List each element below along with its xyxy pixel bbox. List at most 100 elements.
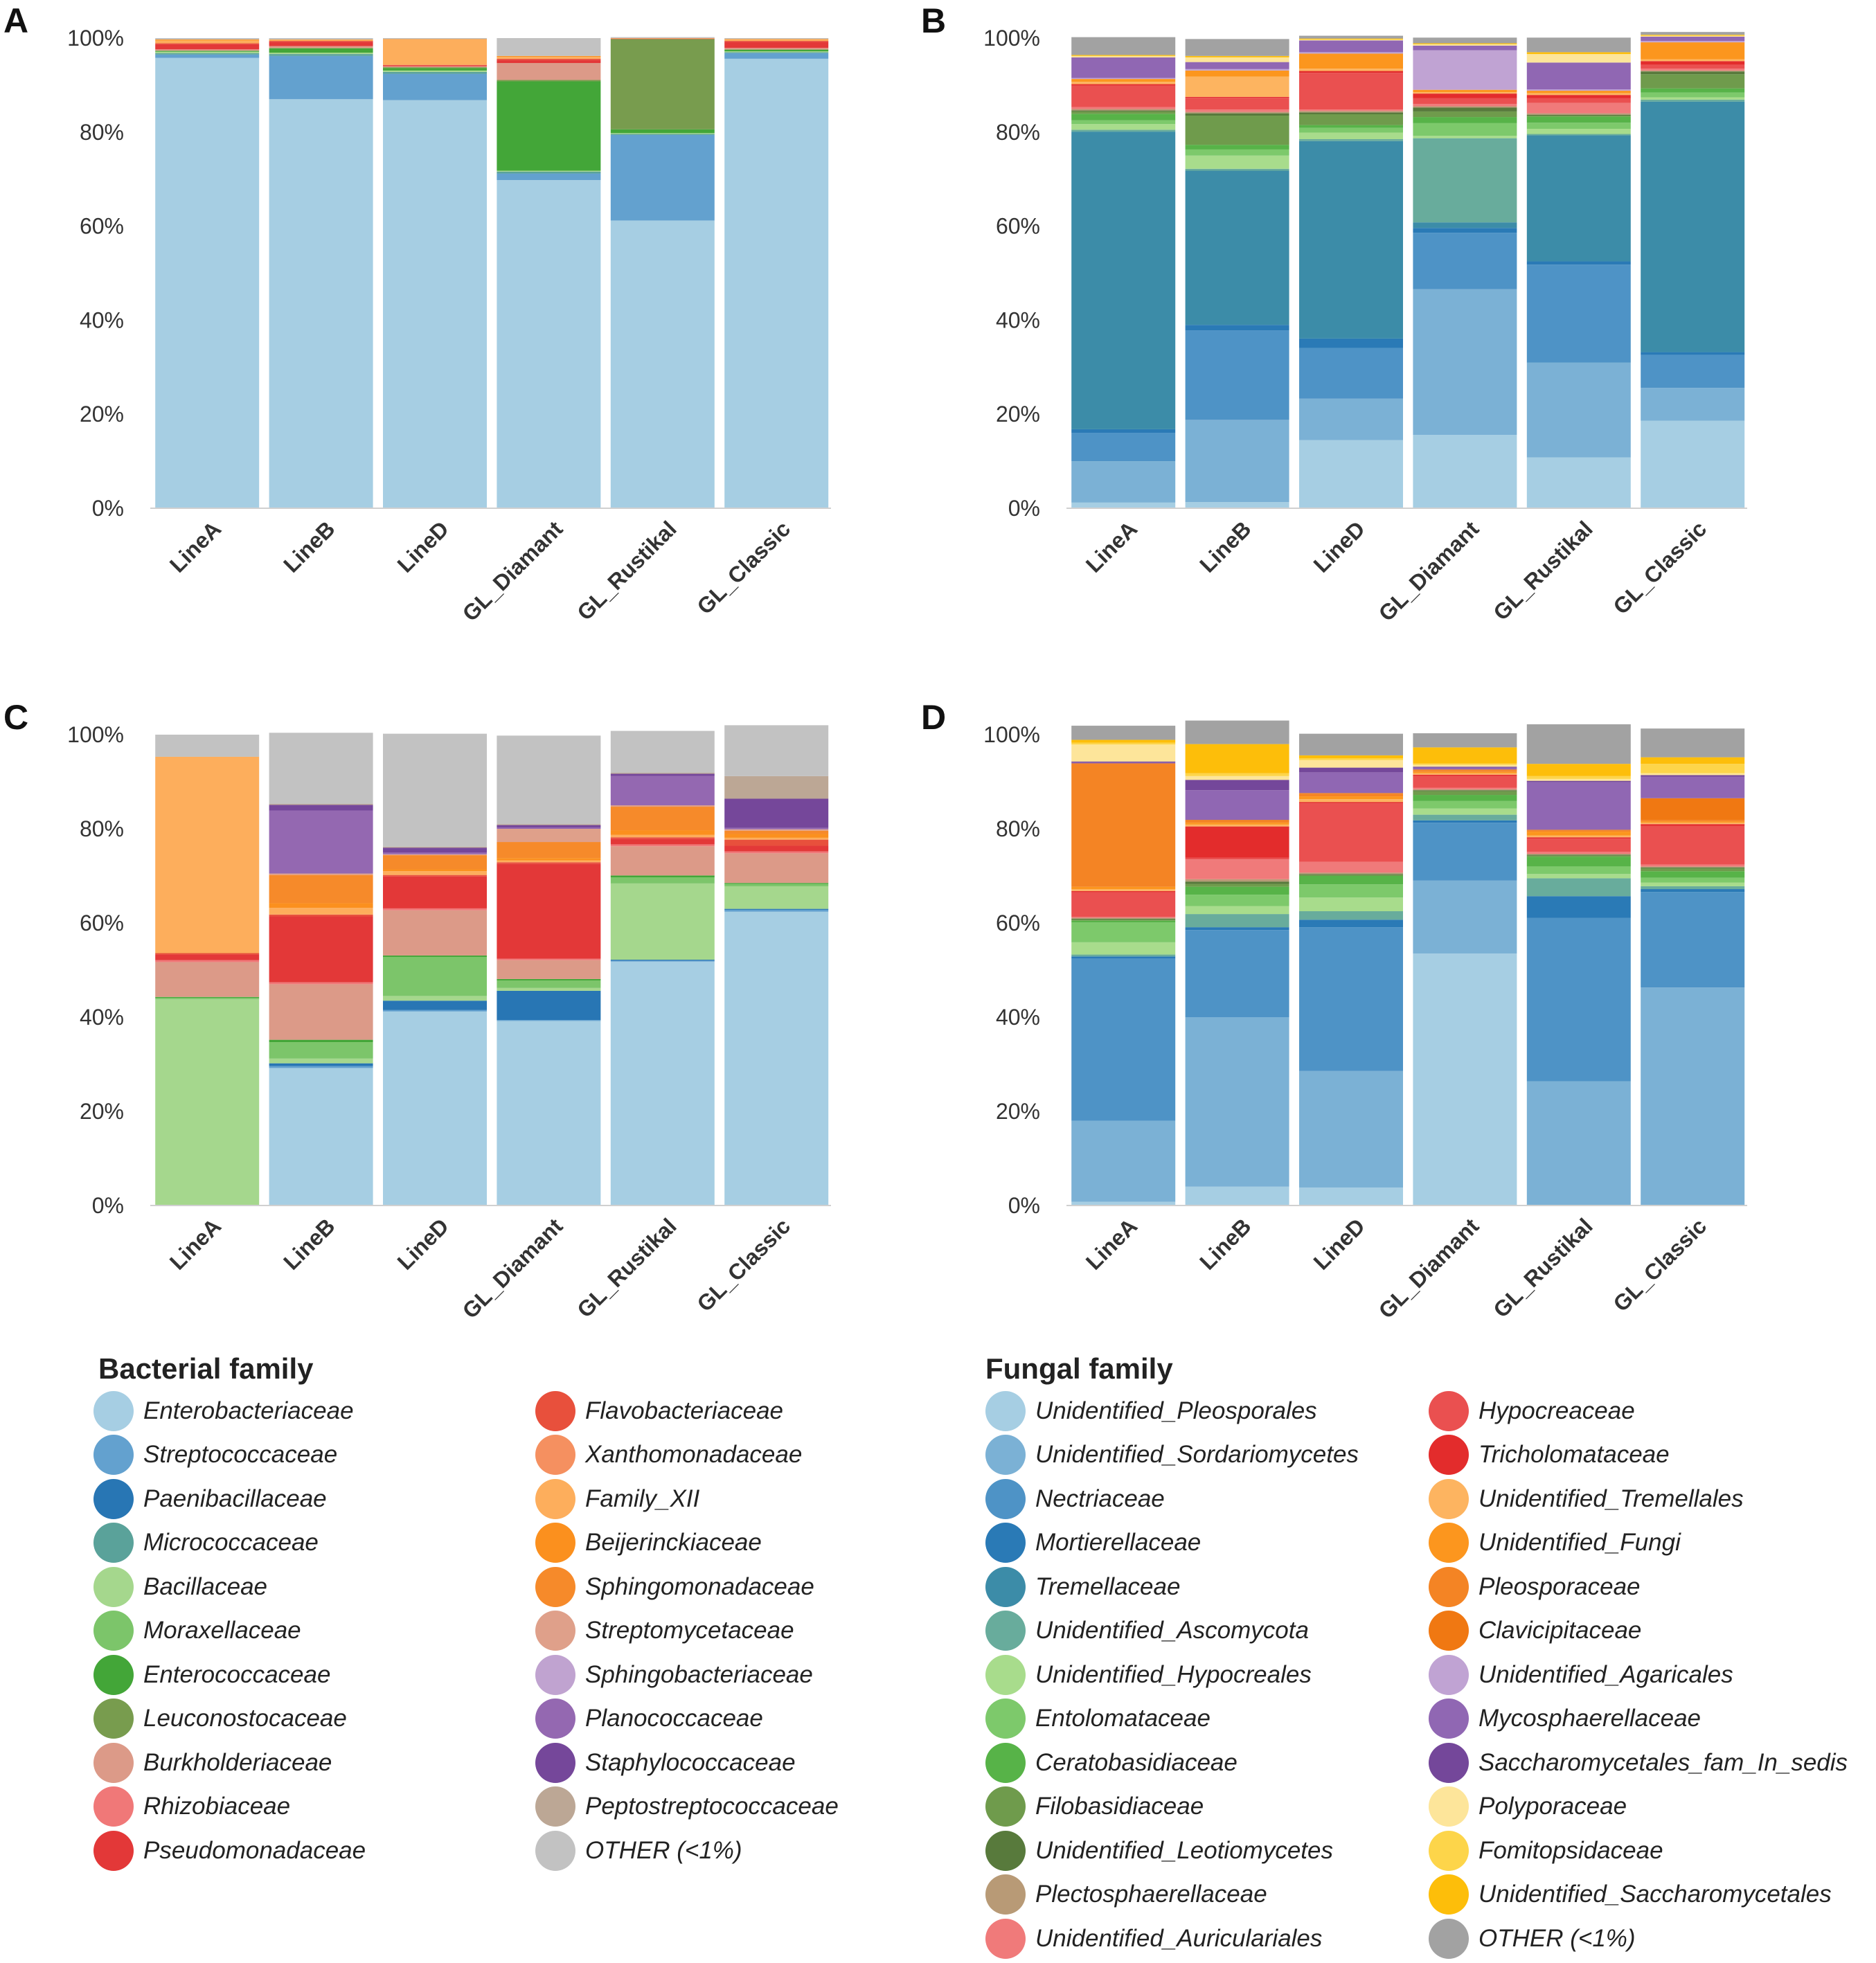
- bar-segment-burkholderiaceae: [497, 960, 601, 979]
- bar-segment-unidentified-auriculariales: [1185, 109, 1289, 112]
- legend-swatch: [1429, 1611, 1469, 1651]
- bar-segment-mortierellaceae: [1526, 261, 1631, 265]
- bar-segment-unidentified-hypocreales: [1071, 942, 1176, 955]
- bar-segment-bacillaceae: [497, 170, 601, 172]
- bar-segment-unidentified-agaricales: [1071, 78, 1176, 80]
- bar-segment-unidentified-ascomycota: [1071, 129, 1176, 132]
- legend-swatch: [985, 1611, 1026, 1651]
- bar-segment-streptomycetaceae: [269, 873, 373, 875]
- legend-item-family-xii: Family_XII: [535, 1477, 839, 1521]
- bar-segment-hypocreaceae: [1299, 73, 1403, 110]
- bar-segment-plectosphaerellaceae: [1299, 872, 1403, 875]
- bar-segment-nectriaceae: [1641, 355, 1745, 388]
- bar-segment-bacillaceae: [155, 999, 260, 1205]
- bar-segment-unidentified-hypocreales: [1299, 897, 1403, 911]
- bar-segment-tricholomataceae: [1413, 93, 1517, 98]
- bar-segment-polyporaceae: [1641, 773, 1745, 776]
- x-tick-label: GL_Classic: [1608, 1213, 1711, 1316]
- bar-segment-tricholomataceae: [1071, 84, 1176, 86]
- legend-item-micrococcaceae: Micrococcaceae: [93, 1521, 366, 1566]
- bar-segment-hypocreaceae: [1641, 64, 1745, 69]
- bar-segment-tricholomataceae: [1071, 890, 1176, 893]
- legend-item-beijerinckiaceae: Beijerinckiaceae: [535, 1521, 839, 1566]
- bar-segment-filobasidiaceae: [1185, 884, 1289, 887]
- bar-segment-unidentified-ascomycota: [1299, 138, 1403, 141]
- legend-item-leuconostocaceae: Leuconostocaceae: [93, 1697, 366, 1741]
- bar-segment-flavobacteriaceae: [497, 862, 601, 864]
- bar-segment-polyporaceae: [1071, 744, 1176, 762]
- legend-item-other-1: OTHER (<1%): [1429, 1917, 1848, 1961]
- bar-segment-ceratobasidiaceae: [1071, 114, 1176, 120]
- bar-segment-tremellaceae: [1071, 132, 1176, 429]
- bar-segment-tremellaceae: [1526, 135, 1631, 262]
- bar-segment-mortierellaceae: [1299, 338, 1403, 348]
- legend-swatch: [1429, 1566, 1469, 1607]
- bar-segment-unidentified-leotiomycetes: [1526, 114, 1631, 116]
- bar-segment-unidentified-leotiomycetes: [1413, 790, 1517, 791]
- bar-segment-bacillaceae: [269, 53, 373, 55]
- legend-label: Unidentified_Ascomycota: [1035, 1617, 1309, 1644]
- bar-segment-other-1: [610, 730, 715, 773]
- legend-item-tricholomataceae: Tricholomataceae: [1429, 1433, 1848, 1478]
- bacterial-legend-column-1: Enterobacteriaceae Streptococcaceae Paenib…: [93, 1389, 366, 1873]
- bar-segment-other-1: [269, 733, 373, 804]
- bar-segment-bacillaceae: [383, 70, 487, 72]
- legend-label: Hypocreaceae: [1479, 1397, 1635, 1424]
- bar-segment-family-xii: [497, 860, 601, 863]
- bar-segment-unidentified-auriculariales: [1299, 109, 1403, 111]
- bar-segment-plectosphaerellaceae: [1526, 113, 1631, 115]
- x-tick-label: GL_Classic: [692, 516, 795, 619]
- legend-item-unidentified-agaricales: Unidentified_Agaricales: [1429, 1653, 1848, 1697]
- bar-segment-beijerinckiaceae: [724, 834, 829, 838]
- bar-segment-staphylococcaceae: [610, 773, 715, 776]
- legend-item-filobasidiaceae: Filobasidiaceae: [985, 1785, 1359, 1829]
- bar-segment-pleosporaceae: [1071, 764, 1176, 887]
- bar-segment-rhizobiaceae: [383, 908, 487, 911]
- legend-label: Polyporaceae: [1479, 1793, 1627, 1820]
- bar-segment-filobasidiaceae: [1185, 116, 1289, 145]
- bar-segment-family-xii: [383, 871, 487, 875]
- bar-segment-polyporaceae: [1185, 776, 1289, 780]
- bar-segment-polyporaceae: [1071, 55, 1176, 57]
- y-tick-label: 100%: [67, 26, 124, 51]
- legend-item-planococcaceae: Planococcaceae: [535, 1697, 839, 1741]
- legend-item-sphingomonadaceae: Sphingomonadaceae: [535, 1565, 839, 1609]
- bar-segment-enterococcaceae: [497, 81, 601, 171]
- bar-segment-plectosphaerellaceae: [1413, 106, 1517, 108]
- bar-segment-unidentified-fungi: [1071, 886, 1176, 890]
- bar-segment-unidentified-fungi: [1299, 796, 1403, 800]
- bar-segment-pleosporaceae: [1641, 820, 1745, 822]
- legend-label: Flavobacteriaceae: [585, 1397, 783, 1424]
- bar-segment-other-1: [610, 37, 715, 38]
- bar-segment-streptococcaceae: [724, 53, 829, 59]
- bar-segment-pseudomonadaceae: [383, 65, 487, 66]
- bar-segment-moraxellaceae: [383, 956, 487, 996]
- bar-segment-unidentified-auriculariales: [1299, 861, 1403, 873]
- bar-segment-unidentified-auriculariales: [1526, 102, 1631, 114]
- legend-swatch: [535, 1611, 575, 1651]
- legend-item-entolomataceae: Entolomataceae: [985, 1697, 1359, 1741]
- bar-segment-pseudomonadaceae: [610, 839, 715, 845]
- bar-segment-beijerinckiaceae: [610, 830, 715, 835]
- legend-item-unidentified-hypocreales: Unidentified_Hypocreales: [985, 1653, 1359, 1697]
- bar-segment-flavobacteriaceae: [155, 43, 260, 44]
- bar-segment-peptostreptococcaceae: [497, 824, 601, 825]
- bar-segment-flavobacteriaceae: [269, 914, 373, 917]
- bar-segment-entolomataceae: [1526, 866, 1631, 875]
- bar-segment-streptomycetaceae: [610, 805, 715, 807]
- y-tick-label: 100%: [983, 26, 1040, 51]
- bar-segment-enterobacteriaceae: [724, 911, 829, 1205]
- bar-segment-peptostreptococcaceae: [383, 846, 487, 848]
- legend-swatch: [1429, 1523, 1469, 1563]
- bar-segment-ceratobasidiaceae: [1413, 795, 1517, 801]
- legend-label: Tremellaceae: [1035, 1572, 1181, 1600]
- bar-segment-unidentified-saccharomycetales: [1526, 764, 1631, 776]
- bar-segment-mycosphaerellaceae: [1185, 790, 1289, 821]
- legend-swatch: [93, 1742, 134, 1783]
- bar-segment-micrococcaceae: [610, 134, 715, 135]
- bar-segment-flavobacteriaceae: [724, 839, 829, 846]
- bar-segment-unidentified-pleosporales: [1299, 1187, 1403, 1205]
- bar-segment-ceratobasidiaceae: [1299, 125, 1403, 128]
- legend-swatch: [93, 1698, 134, 1739]
- bar-segment-pseudomonadaceae: [383, 876, 487, 908]
